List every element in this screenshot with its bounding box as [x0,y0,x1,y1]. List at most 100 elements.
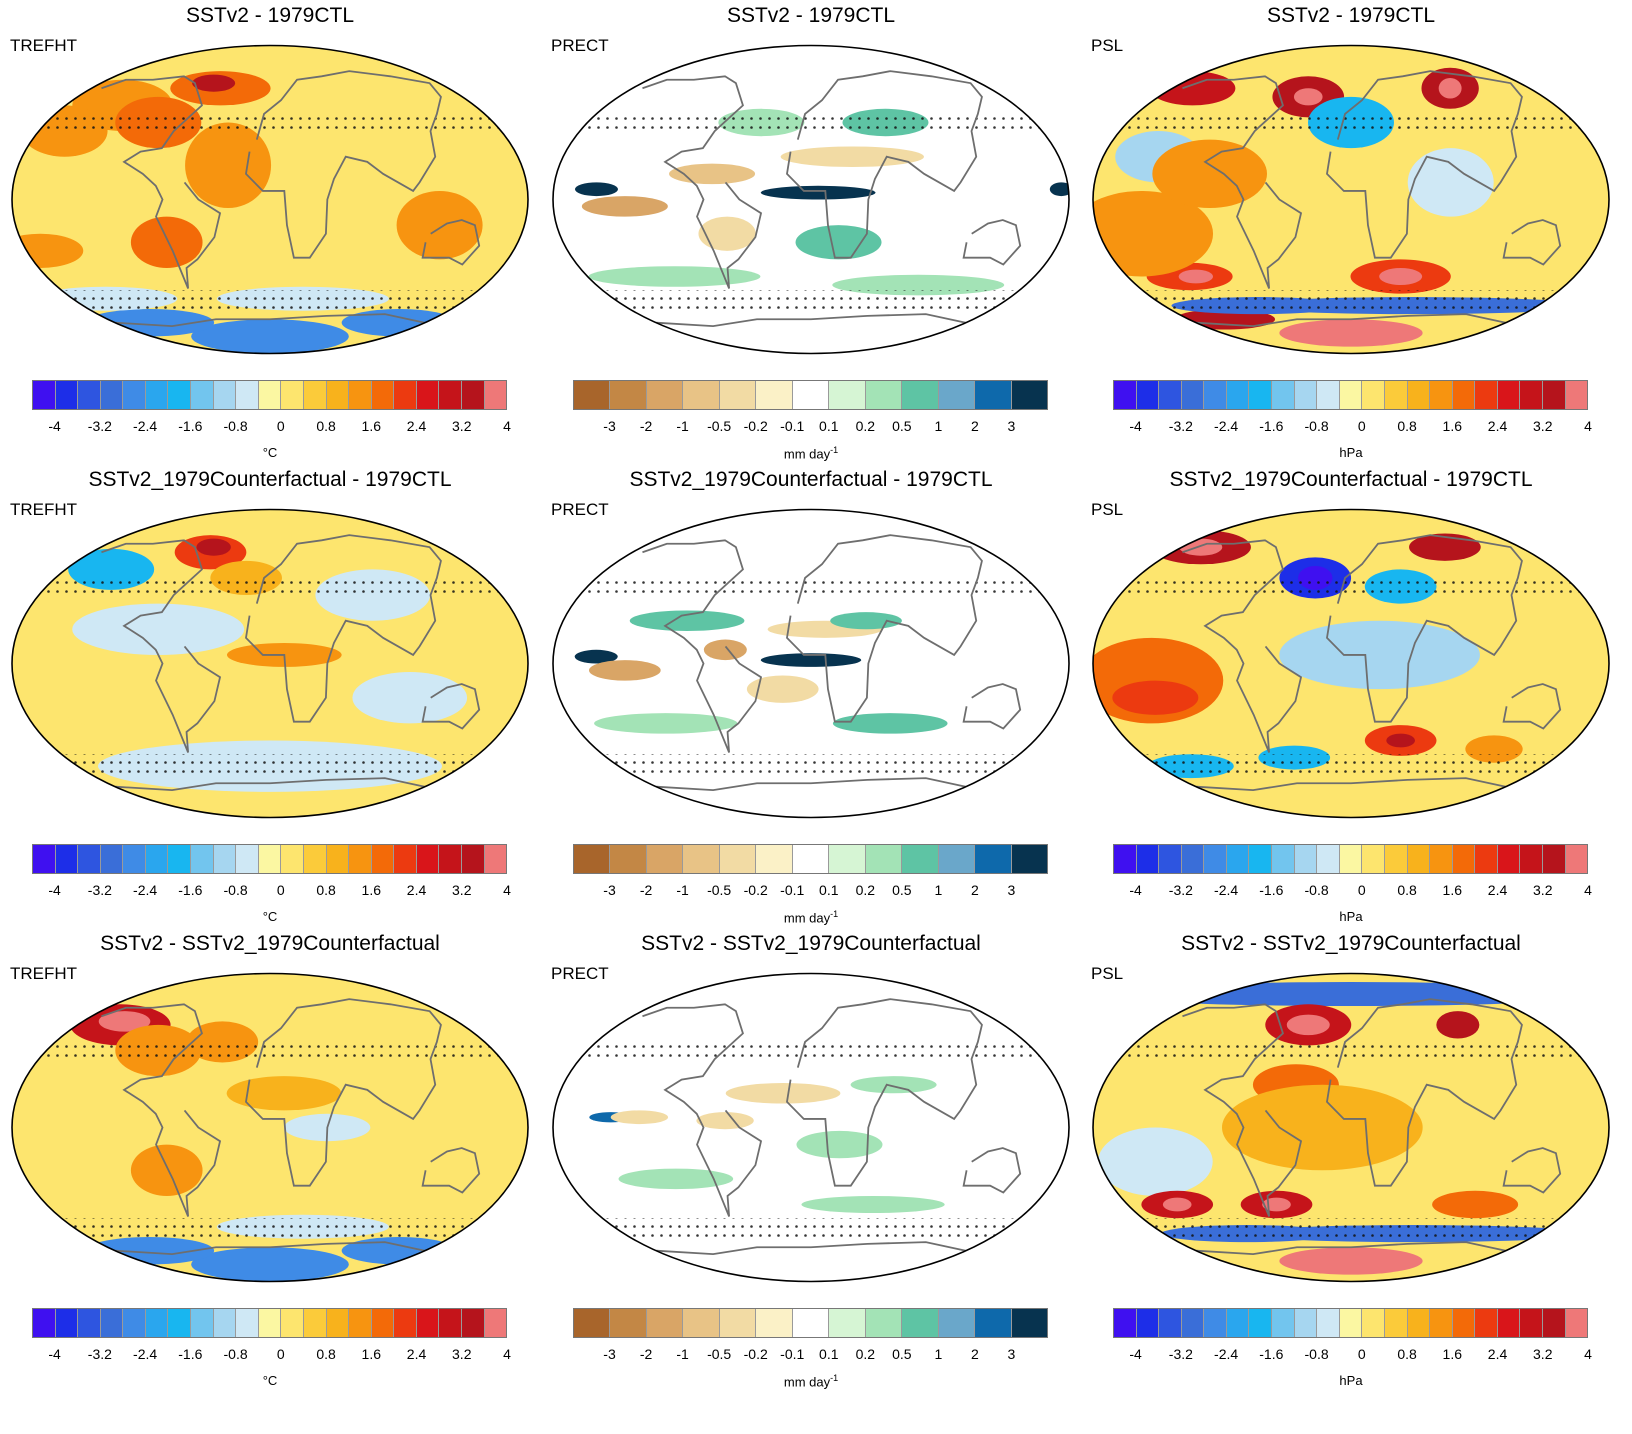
colorbar-swatch [756,845,793,873]
colorbar-tick-label: 0.8 [316,1346,336,1362]
colorbar-tick-label: -0.8 [1304,882,1329,898]
colorbar-swatch [1339,845,1363,873]
colorbar-units: hPa [1081,909,1621,924]
map-panel: SSTv2 - 1979CTL PSL -4 -3.2 -2.4 -1.6 -0.8 0 0.8… [1081,0,1621,480]
panel-title: SSTv2 - SSTv2_1979Counterfactual [641,932,981,955]
map-border [1092,44,1610,355]
colorbar-swatch [1362,1309,1385,1337]
colorbar-tick-label: -4 [1129,1346,1142,1362]
units-text: hPa [1339,1373,1363,1388]
colorbar-tick-label: 0.8 [316,418,336,434]
colorbar-swatch [792,381,830,409]
coastline [115,313,425,328]
field-anomaly [850,1076,937,1094]
colorbar-swatch [1272,381,1295,409]
colorbar-swatch [191,381,214,409]
colorbar-swatch [975,1309,1012,1337]
colorbar-tick-labels: -3 -2 -1 -0.5 -0.2 -0.1 0.1 0.2 0.5 1 2 3 [573,1346,1048,1366]
colorbar-tick-labels: -4 -3.2 -2.4 -1.6 -0.8 0 0.8 1.6 2.4 3.2 4 [32,418,511,438]
colorbar-tick-label: 1 [934,882,943,898]
field-anomaly [618,1168,734,1190]
colorbar-tick-label: -3.2 [1168,418,1193,434]
colorbar-swatch [829,381,866,409]
units-text: hPa [1339,445,1363,460]
colorbar-tick-label: -4 [1129,418,1142,434]
colorbar-tick-label: -4 [48,882,61,898]
map-panel: SSTv2 - SSTv2_1979Counterfactual PSL -4 -3.… [1081,928,1621,1408]
colorbar-swatch [1407,1309,1431,1337]
significance-stippling [553,1218,1069,1243]
colorbar-tick-label: -3.2 [87,1346,112,1362]
units-text: mm day [783,910,831,926]
colorbar-tick-labels: -3 -2 -1 -0.5 -0.2 -0.1 0.1 0.2 0.5 1 2 3 [573,418,1048,438]
panel-title: SSTv2 - SSTv2_1979Counterfactual [1181,932,1521,955]
colorbar-swatch [1475,381,1498,409]
units-text: °C [262,909,278,924]
colorbar-units: hPa [1081,1373,1621,1388]
field-anomaly [191,1247,349,1282]
colorbar-swatch [1452,1309,1476,1337]
colorbar-tick-label: 4 [1584,882,1592,898]
colorbar-swatch [610,1309,647,1337]
coastline [101,75,222,289]
map-border [1092,972,1610,1283]
coastline [642,539,763,753]
map-border [552,972,1070,1283]
colorbar-tick-label: 1 [934,418,943,434]
variable-label: TREFHT [10,36,78,55]
map-border [11,508,529,819]
colorbar-tick-label: 1.6 [361,418,382,434]
significance-stippling [553,576,1069,597]
field-anomaly [1279,620,1480,690]
colorbar-swatch [574,845,611,873]
colorbar-swatch [100,845,124,873]
field-anomaly [1279,1247,1423,1275]
coastline [786,70,983,259]
colorbar-swatch [258,381,282,409]
field-anomaly [760,653,862,667]
colorbar-swatch [349,381,372,409]
coastline [115,777,425,792]
field-anomaly [61,685,148,727]
field-anomaly [1152,139,1268,209]
field-anomaly [352,672,468,724]
colorbar-tick-label: -2 [639,418,653,434]
significance-stippling [1093,754,1609,779]
map-plot [552,972,1070,1283]
colorbar-tick-label: -1.6 [1259,882,1284,898]
colorbar-swatch [236,845,259,873]
colorbar-tick-label: -2.4 [1214,882,1239,898]
coastline [962,1147,1022,1194]
colorbar-tick-label: -3.2 [1168,882,1193,898]
colorbar-tick-labels: -4 -3.2 -2.4 -1.6 -0.8 0 0.8 1.6 2.4 3.2 4 [1113,1346,1592,1366]
colorbar-swatch [610,845,647,873]
colorbar-units: °C [0,909,540,924]
colorbar [573,1308,1048,1338]
colorbar-swatch [1249,845,1273,873]
colorbar [573,844,1048,874]
map-panel: SSTv2 - 1979CTL TREFHT -4 -3.2 -2.4 -1.6 -0.8 0… [0,0,540,480]
colorbar-tick-label: 0.8 [316,882,336,898]
colorbar-swatch [168,845,192,873]
coastline [245,998,442,1187]
colorbar-tick-label: 2 [971,882,979,898]
units-text: hPa [1339,909,1363,924]
coastline [1182,1003,1303,1217]
field-anomaly [1386,733,1415,748]
colorbar-swatch [1497,845,1521,873]
colorbar-swatch [975,381,1012,409]
colorbar-swatch [33,381,56,409]
colorbar-tick-label: 3.2 [1533,1346,1553,1362]
colorbar-tick-label: 4 [503,1346,511,1362]
colorbar-tick-label: 0.5 [892,882,912,898]
colorbar-tick-label: 0 [1357,1346,1366,1362]
significance-stippling [1093,1040,1609,1061]
colorbar-tick-label: 0.8 [1397,1346,1417,1362]
colorbar-swatch [829,1309,866,1337]
colorbar-swatch [1565,381,1588,409]
coastline [1196,1241,1506,1256]
colorbar-swatch [1475,1309,1498,1337]
map-border [11,972,529,1283]
coastline [1196,777,1506,792]
coastline [786,998,983,1187]
